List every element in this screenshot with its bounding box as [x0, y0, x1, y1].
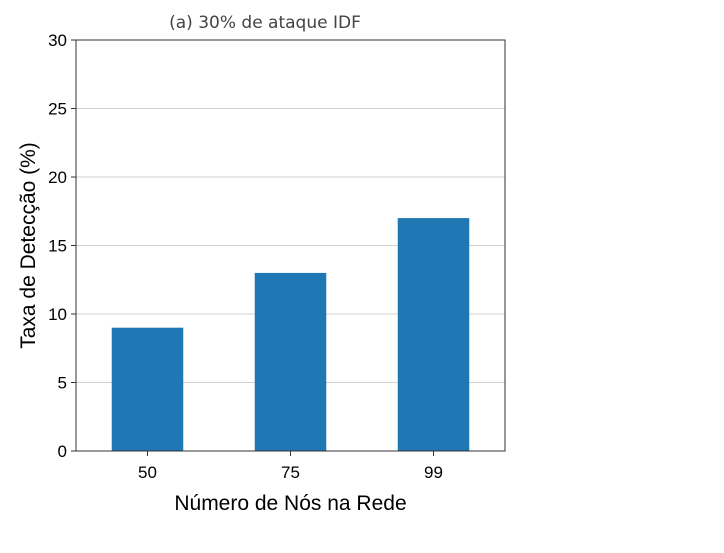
x-tick-label: 75: [281, 463, 300, 482]
y-axis-label: Taxa de Detecção (%): [17, 142, 40, 349]
y-tick-label: 10: [48, 305, 67, 324]
bar-50: [111, 327, 184, 451]
y-axis: 0 5 10 15 20 25 30: [48, 31, 76, 461]
x-tick-label: 99: [424, 463, 443, 482]
bar-99: [397, 218, 470, 451]
bar-75: [254, 272, 327, 451]
x-tick-label: 50: [138, 463, 157, 482]
y-tick-label: 0: [58, 442, 67, 461]
y-tick-label: 30: [48, 31, 67, 50]
chart-title: (a) 30% de ataque IDF: [169, 13, 361, 33]
y-tick-label: 5: [58, 374, 67, 393]
x-axis: 50 75 99: [138, 451, 443, 482]
bars: [111, 218, 470, 451]
y-tick-label: 25: [48, 100, 67, 119]
y-tick-label: 20: [48, 168, 67, 187]
x-axis-label: Número de Nós na Rede: [174, 492, 406, 515]
y-tick-label: 15: [48, 237, 67, 256]
